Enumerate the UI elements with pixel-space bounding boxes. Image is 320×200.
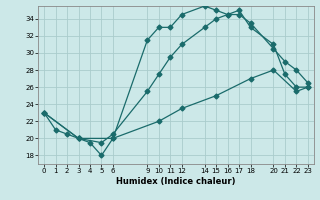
X-axis label: Humidex (Indice chaleur): Humidex (Indice chaleur) bbox=[116, 177, 236, 186]
